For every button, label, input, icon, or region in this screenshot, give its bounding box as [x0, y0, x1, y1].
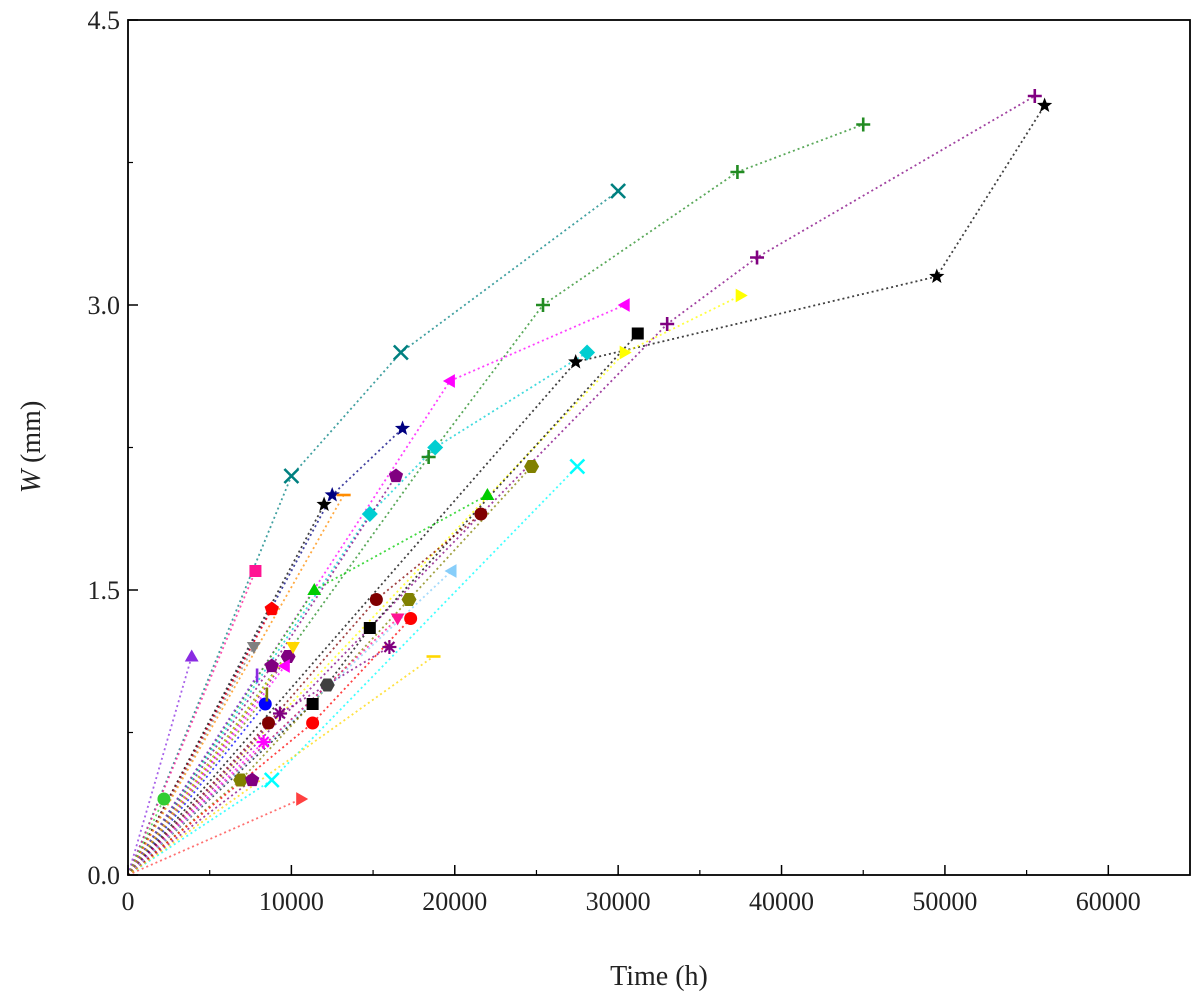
data-point	[388, 468, 404, 483]
data-point	[306, 716, 320, 730]
series-line	[127, 105, 1046, 876]
y-tick-label: 3.0	[88, 291, 121, 320]
data-point	[258, 697, 272, 711]
data-point	[1027, 89, 1042, 103]
data-point	[524, 460, 540, 473]
data-point	[264, 658, 279, 673]
x-tick-label: 10000	[259, 887, 324, 916]
data-point	[283, 468, 300, 484]
y-tick-label: 1.5	[88, 576, 121, 605]
data-point	[392, 344, 409, 361]
data-point	[394, 420, 411, 435]
series-line	[127, 351, 588, 876]
y-axis-title-symbol: W	[16, 467, 47, 493]
data-point	[631, 327, 644, 340]
y-axis-ticks: 0.0 1.5 3.0 4.5	[88, 6, 138, 890]
data-point	[660, 317, 675, 331]
x-tick-label: 40000	[749, 887, 814, 916]
series-line	[127, 646, 294, 876]
data-point	[363, 622, 376, 634]
data-point	[262, 716, 276, 730]
series-line	[127, 475, 397, 876]
data-point	[421, 450, 436, 464]
series-line	[127, 332, 639, 876]
series-markers	[157, 89, 1053, 806]
data-point	[730, 165, 745, 179]
y-axis-title-unit: (mm)	[16, 401, 47, 470]
data-point	[245, 772, 260, 787]
y-tick-label: 0.0	[88, 861, 121, 890]
data-point	[750, 250, 765, 265]
y-tick-label: 4.5	[88, 6, 121, 35]
data-point	[1037, 97, 1053, 112]
data-point	[369, 593, 383, 606]
data-point	[324, 487, 340, 502]
data-point	[579, 344, 596, 361]
data-point	[535, 298, 550, 312]
data-point	[184, 649, 199, 662]
data-point	[735, 288, 748, 303]
data-point	[316, 496, 332, 511]
data-point	[401, 593, 417, 606]
data-point	[296, 792, 309, 806]
series-line	[127, 646, 255, 876]
data-point	[361, 506, 378, 522]
y-axis-title: W (mm)	[16, 401, 47, 494]
data-point	[390, 613, 405, 626]
data-point	[404, 612, 418, 625]
data-point	[319, 678, 335, 692]
series-line	[127, 665, 286, 876]
data-point	[246, 642, 261, 654]
data-point	[856, 117, 871, 132]
data-point	[307, 583, 322, 595]
data-point	[277, 659, 290, 673]
data-point	[474, 507, 488, 521]
series-lines	[127, 95, 1046, 876]
data-point	[610, 183, 627, 199]
x-tick-label: 50000	[912, 887, 977, 916]
data-point	[272, 706, 287, 721]
data-point	[157, 792, 171, 806]
data-point	[382, 640, 397, 654]
data-point	[249, 565, 262, 577]
data-point	[280, 650, 296, 663]
data-point	[569, 458, 586, 475]
x-tick-label: 30000	[586, 887, 651, 916]
data-point	[264, 601, 279, 616]
data-point	[286, 642, 300, 654]
x-tick-label: 20000	[422, 887, 487, 916]
series-line	[127, 798, 302, 876]
series-line	[127, 570, 453, 876]
x-axis-ticks: 0 10000 20000 30000 40000 50000 60000	[122, 865, 1141, 916]
series-line	[127, 190, 619, 876]
data-point	[568, 354, 584, 369]
data-point	[444, 564, 457, 578]
data-point	[480, 488, 495, 500]
data-point	[619, 345, 632, 360]
series-line	[127, 95, 1036, 876]
data-point	[442, 374, 455, 388]
data-point	[306, 698, 319, 710]
data-point	[617, 298, 630, 312]
series-line	[127, 798, 165, 876]
data-point	[263, 772, 280, 788]
data-point	[929, 268, 945, 283]
data-point	[233, 773, 249, 787]
data-point	[427, 439, 444, 456]
data-point	[256, 735, 271, 749]
x-axis-title: Time (h)	[610, 961, 708, 992]
x-tick-label: 60000	[1076, 887, 1141, 916]
x-tick-label: 0	[122, 887, 135, 916]
